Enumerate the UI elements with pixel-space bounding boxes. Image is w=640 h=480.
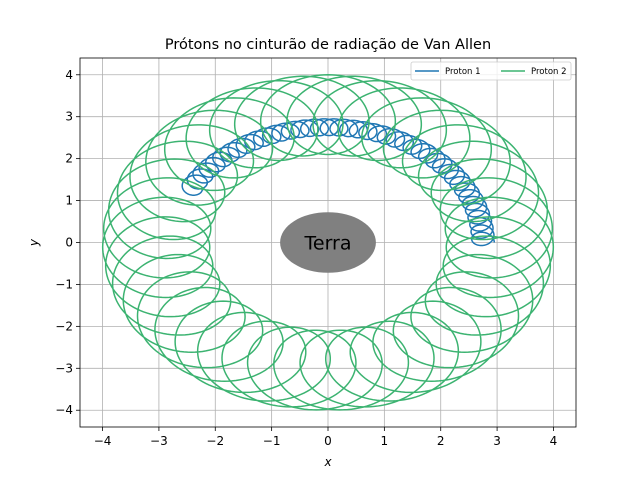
y-tick-label: 4 <box>65 68 73 82</box>
x-tick-label: 4 <box>550 434 558 448</box>
y-tick-label: −2 <box>55 319 73 333</box>
legend-label-proton-2: Proton 2 <box>531 67 567 77</box>
earth-label: Terra <box>304 233 352 255</box>
x-tick-label: −3 <box>150 434 168 448</box>
y-tick-label: 2 <box>65 152 73 166</box>
y-tick-label: −4 <box>55 403 73 417</box>
y-tick-label: 1 <box>65 194 73 208</box>
earth-disc <box>280 212 376 273</box>
y-tick-label: −1 <box>55 277 73 291</box>
series-layer <box>101 74 555 411</box>
y-axis-label: y <box>27 238 41 247</box>
y-tick-label: 3 <box>65 110 73 124</box>
x-axis-label: x <box>323 455 332 469</box>
x-tick-label: 0 <box>324 434 332 448</box>
x-tick-label: −1 <box>263 434 281 448</box>
x-tick-label: −4 <box>94 434 112 448</box>
chart-title: Prótons no cinturão de radiação de Van A… <box>165 37 491 53</box>
series-line-2 <box>101 74 555 411</box>
earth: Terra <box>280 212 376 273</box>
x-tick-label: 2 <box>437 434 445 448</box>
x-tick-label: 3 <box>493 434 501 448</box>
ticks: −4 −3 −2 −1 0 1 2 3 4 −4 −3 −2 −1 0 1 2 3 4 <box>55 68 557 448</box>
x-tick-label: 1 <box>381 434 389 448</box>
legend: Proton 1 Proton 2 <box>410 61 572 81</box>
legend-box <box>410 61 572 81</box>
x-tick-label: −2 <box>206 434 224 448</box>
y-tick-label: −3 <box>55 361 73 375</box>
legend-label-proton-1: Proton 1 <box>445 67 481 77</box>
y-tick-label: 0 <box>65 236 73 250</box>
